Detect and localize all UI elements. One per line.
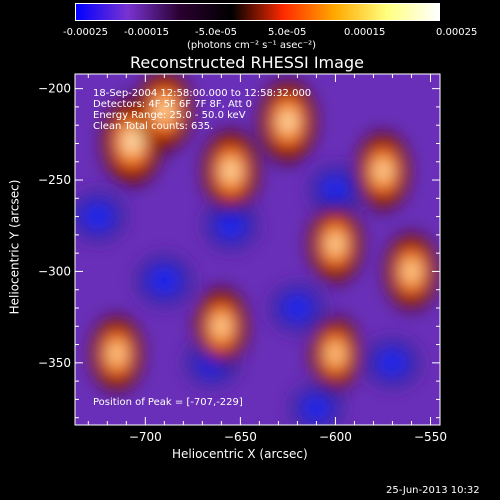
axis-tick-label: −550 <box>414 430 447 444</box>
chart-title: Reconstructed RHESSI Image <box>130 53 364 72</box>
cold-spot <box>383 355 402 371</box>
hot-spot <box>407 265 416 278</box>
cold-spot <box>222 218 240 234</box>
cold-spot <box>308 401 325 416</box>
colorbar-tick-label: -5.0e-05 <box>195 27 237 38</box>
cold-spot <box>155 272 174 289</box>
hot-spot <box>217 320 226 333</box>
colorbar <box>75 3 440 21</box>
hot-spot <box>331 348 340 360</box>
axis-tick-label: −650 <box>224 430 257 444</box>
colorbar-units: (photons cm⁻² s⁻¹ asec⁻²) <box>187 40 317 51</box>
colorbar-tick-label: 0.00015 <box>344 27 386 38</box>
axis-tick-label: −300 <box>38 264 71 278</box>
hot-spot <box>282 114 293 129</box>
axis-tick-label: −350 <box>38 356 71 370</box>
annotation-time-range: 18-Sep-2004 12:58:00.000 to 12:58:32.000 <box>93 88 312 99</box>
axis-tick-label: −200 <box>38 82 71 96</box>
annotation-peak: Position of Peak = [-707,-229] <box>93 397 243 408</box>
hot-spot <box>378 164 388 178</box>
colorbar-tick-label: -0.00015 <box>124 27 169 38</box>
axis-tick-label: −600 <box>319 430 352 444</box>
footer-timestamp: 25-Jun-2013 10:32 <box>386 485 480 496</box>
hot-spot <box>226 163 236 179</box>
cold-spot <box>289 300 306 316</box>
plot-frame <box>74 73 441 426</box>
axis-tick-label: −250 <box>38 173 71 187</box>
colorbar-tick-label: 5.0e-05 <box>268 27 307 38</box>
hot-spot <box>112 347 121 360</box>
hot-spot <box>331 237 340 251</box>
axis-tick-label: −700 <box>129 430 162 444</box>
hot-spot <box>126 133 138 151</box>
colorbar-tick-label: -0.00025 <box>63 27 108 38</box>
cold-spot <box>327 181 344 197</box>
annotation-clean: Clean Total counts: 635. <box>93 121 214 132</box>
annotation-energy-range: Energy Range: 25.0 - 50.0 keV <box>93 110 246 121</box>
x-axis-label: Heliocentric X (arcsec) <box>172 447 308 461</box>
cold-spot <box>89 208 107 225</box>
y-axis-label: Heliocentric Y (arcsec) <box>7 179 22 315</box>
annotation-detectors: Detectors: 4F 5F 6F 7F 8F, Att 0 <box>93 99 253 110</box>
colorbar-tick-label: 0.00025 <box>436 27 478 38</box>
hot-spot <box>159 103 169 118</box>
